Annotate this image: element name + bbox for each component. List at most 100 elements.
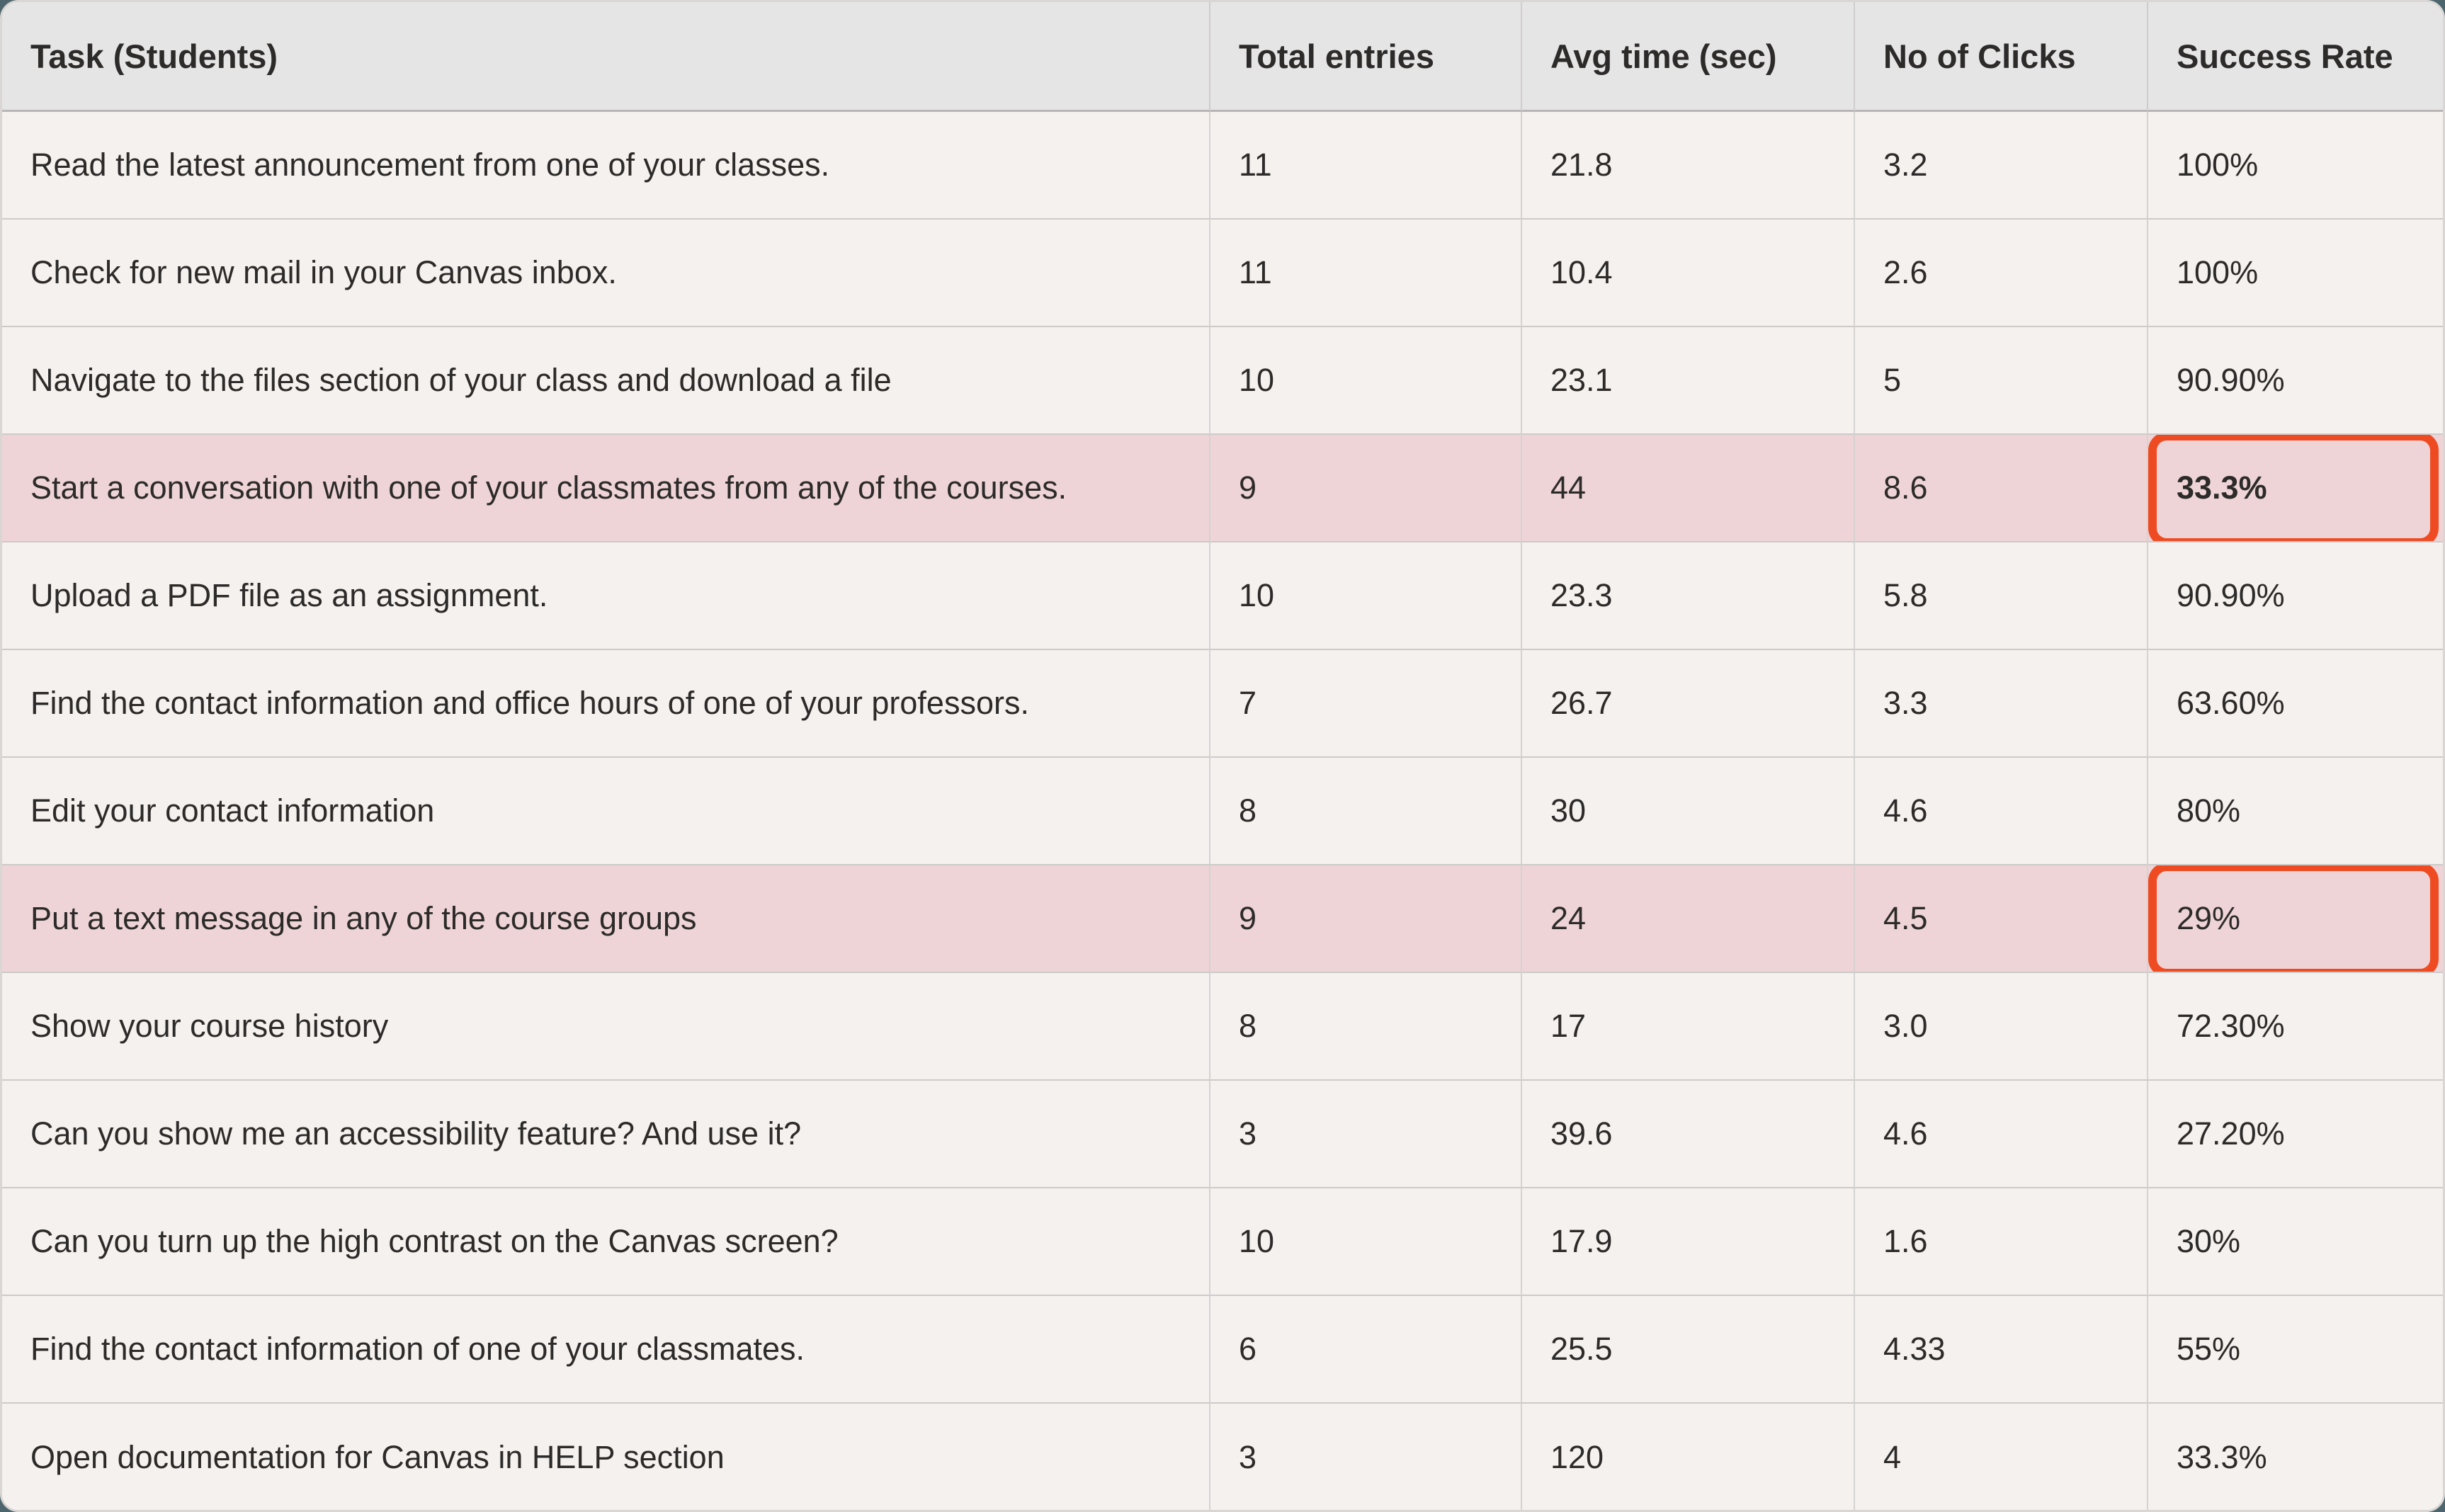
cell-value: Start a conversation with one of your cl… <box>30 470 1067 506</box>
cell-value: 17 <box>1550 1008 1587 1044</box>
task-cell: Upload a PDF file as an assignment. <box>2 542 1210 650</box>
cell-value: Open documentation for Canvas in HELP se… <box>30 1439 725 1475</box>
avg-time-cell: 10.4 <box>1522 220 1855 327</box>
cell-value: 3 <box>1239 1115 1257 1152</box>
table-body: Read the latest announcement from one of… <box>2 112 2443 1510</box>
success-rate-cell: 90.90% <box>2148 542 2443 650</box>
cell-value: 10 <box>1239 362 1275 398</box>
cell-value: 8.6 <box>1883 470 1928 506</box>
clicks-cell: 4.33 <box>1855 1296 2148 1404</box>
total-entries-cell: 11 <box>1210 112 1522 220</box>
table-row: Put a text message in any of the course … <box>2 865 2443 973</box>
cell-value: 4 <box>1883 1439 1902 1475</box>
task-cell: Find the contact information and office … <box>2 650 1210 758</box>
clicks-cell: 4.6 <box>1855 1081 2148 1188</box>
avg-time-cell: 24 <box>1522 865 1855 973</box>
total-entries-cell: 8 <box>1210 758 1522 865</box>
table-row: Edit your contact information 8 30 4.6 80% <box>2 758 2443 865</box>
cell-value: 44 <box>1550 470 1587 506</box>
table-row: Can you turn up the high contrast on the… <box>2 1188 2443 1296</box>
task-cell: Can you turn up the high contrast on the… <box>2 1188 1210 1296</box>
cell-value: Can you turn up the high contrast on the… <box>30 1223 839 1259</box>
cell-value: 11 <box>1239 147 1272 183</box>
column-header-clicks: No of Clicks <box>1855 2 2148 112</box>
success-rate-cell: 29% <box>2148 865 2443 973</box>
cell-value: 90.90% <box>2177 362 2285 398</box>
cell-value: 10 <box>1239 1223 1275 1259</box>
task-cell: Put a text message in any of the course … <box>2 865 1210 973</box>
success-rate-cell: 100% <box>2148 112 2443 220</box>
cell-value: 21.8 <box>1550 147 1613 183</box>
table-row: Find the contact information of one of y… <box>2 1296 2443 1404</box>
cell-value: 5.8 <box>1883 577 1928 613</box>
total-entries-cell: 9 <box>1210 435 1522 542</box>
cell-value: 23.3 <box>1550 577 1613 613</box>
cell-value: 9 <box>1239 900 1257 936</box>
total-entries-cell: 10 <box>1210 327 1522 435</box>
cell-value: Edit your contact information <box>30 792 435 829</box>
table-row: Open documentation for Canvas in HELP se… <box>2 1404 2443 1510</box>
cell-value: 100% <box>2177 147 2259 183</box>
avg-time-cell: 21.8 <box>1522 112 1855 220</box>
cell-value: Put a text message in any of the course … <box>30 900 697 936</box>
cell-value: 10 <box>1239 577 1275 613</box>
clicks-cell: 3.0 <box>1855 973 2148 1081</box>
avg-time-cell: 23.1 <box>1522 327 1855 435</box>
cell-value: 3.2 <box>1883 147 1928 183</box>
cell-value: 4.6 <box>1883 1115 1928 1152</box>
cell-value: 33.3% <box>2177 1439 2267 1475</box>
cell-value: 4.6 <box>1883 792 1928 829</box>
column-header-success-rate: Success Rate <box>2148 2 2443 112</box>
cell-value: 33.3% <box>2177 470 2267 506</box>
total-entries-cell: 8 <box>1210 973 1522 1081</box>
cell-value: Check for new mail in your Canvas inbox. <box>30 254 617 290</box>
table-header: Task (Students) Total entries Avg time (… <box>2 2 2443 112</box>
total-entries-cell: 9 <box>1210 865 1522 973</box>
cell-value: 120 <box>1550 1439 1604 1475</box>
table-row: Start a conversation with one of your cl… <box>2 435 2443 542</box>
clicks-cell: 5.8 <box>1855 542 2148 650</box>
column-header-total-entries: Total entries <box>1210 2 1522 112</box>
table-row: Can you show me an accessibility feature… <box>2 1081 2443 1188</box>
cell-value: Find the contact information of one of y… <box>30 1331 805 1367</box>
success-rate-cell: 100% <box>2148 220 2443 327</box>
table-row: Find the contact information and office … <box>2 650 2443 758</box>
clicks-cell: 4.5 <box>1855 865 2148 973</box>
table-row: Show your course history 8 17 3.0 72.30% <box>2 973 2443 1081</box>
cell-value: 30 <box>1550 792 1587 829</box>
task-cell: Navigate to the files section of your cl… <box>2 327 1210 435</box>
avg-time-cell: 23.3 <box>1522 542 1855 650</box>
clicks-cell: 1.6 <box>1855 1188 2148 1296</box>
cell-value: Upload a PDF file as an assignment. <box>30 577 548 613</box>
table-row: Read the latest announcement from one of… <box>2 112 2443 220</box>
table-row: Upload a PDF file as an assignment. 10 23.… <box>2 542 2443 650</box>
avg-time-cell: 44 <box>1522 435 1855 542</box>
cell-value: 26.7 <box>1550 685 1613 721</box>
total-entries-cell: 10 <box>1210 1188 1522 1296</box>
cell-value: 1.6 <box>1883 1223 1928 1259</box>
total-entries-cell: 7 <box>1210 650 1522 758</box>
avg-time-cell: 17 <box>1522 973 1855 1081</box>
table-row: Check for new mail in your Canvas inbox.… <box>2 220 2443 327</box>
task-cell: Open documentation for Canvas in HELP se… <box>2 1404 1210 1510</box>
task-cell: Read the latest announcement from one of… <box>2 112 1210 220</box>
cell-value: 7 <box>1239 685 1257 721</box>
cell-value: 3 <box>1239 1439 1257 1475</box>
cell-value: 3.0 <box>1883 1008 1928 1044</box>
header-row: Task (Students) Total entries Avg time (… <box>2 2 2443 112</box>
column-header-task: Task (Students) <box>2 2 1210 112</box>
clicks-cell: 3.2 <box>1855 112 2148 220</box>
success-rate-cell: 27.20% <box>2148 1081 2443 1188</box>
column-header-avg-time: Avg time (sec) <box>1522 2 1855 112</box>
success-rate-cell: 90.90% <box>2148 327 2443 435</box>
cell-value: 6 <box>1239 1331 1257 1367</box>
task-cell: Find the contact information of one of y… <box>2 1296 1210 1404</box>
cell-value: 9 <box>1239 470 1257 506</box>
total-entries-cell: 11 <box>1210 220 1522 327</box>
success-rate-cell: 33.3% <box>2148 435 2443 542</box>
clicks-cell: 4.6 <box>1855 758 2148 865</box>
total-entries-cell: 3 <box>1210 1081 1522 1188</box>
cell-value: 17.9 <box>1550 1223 1613 1259</box>
cell-value: 3.3 <box>1883 685 1928 721</box>
